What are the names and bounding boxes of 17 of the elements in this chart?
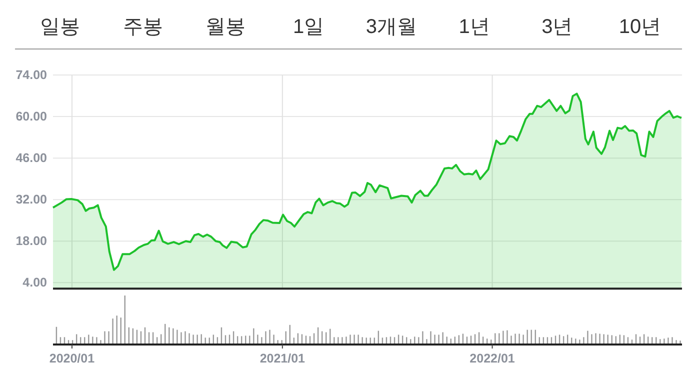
x-tick-label: 2022/01 bbox=[470, 351, 515, 366]
x-tick-label: 2020/01 bbox=[49, 351, 95, 366]
y-tick-label: 4.00 bbox=[22, 276, 48, 290]
y-tick-label: 74.00 bbox=[16, 68, 48, 82]
text: 10년 bbox=[618, 16, 662, 38]
y-tick-label: 46.00 bbox=[16, 151, 48, 166]
text: 일봉 bbox=[40, 16, 80, 38]
text: 1년 bbox=[458, 16, 490, 38]
x-tick-label: 2021/01 bbox=[260, 351, 306, 366]
text: 주봉 bbox=[122, 16, 163, 38]
text: 3개월 bbox=[366, 16, 417, 38]
y-tick-label: 32.00 bbox=[16, 192, 48, 207]
text: 월봉 bbox=[206, 16, 246, 38]
text: 1일 bbox=[293, 16, 324, 38]
y-tick-label: 60.00 bbox=[16, 110, 48, 124]
text: 3년 bbox=[542, 16, 573, 38]
y-tick-label: 18.00 bbox=[16, 234, 48, 248]
